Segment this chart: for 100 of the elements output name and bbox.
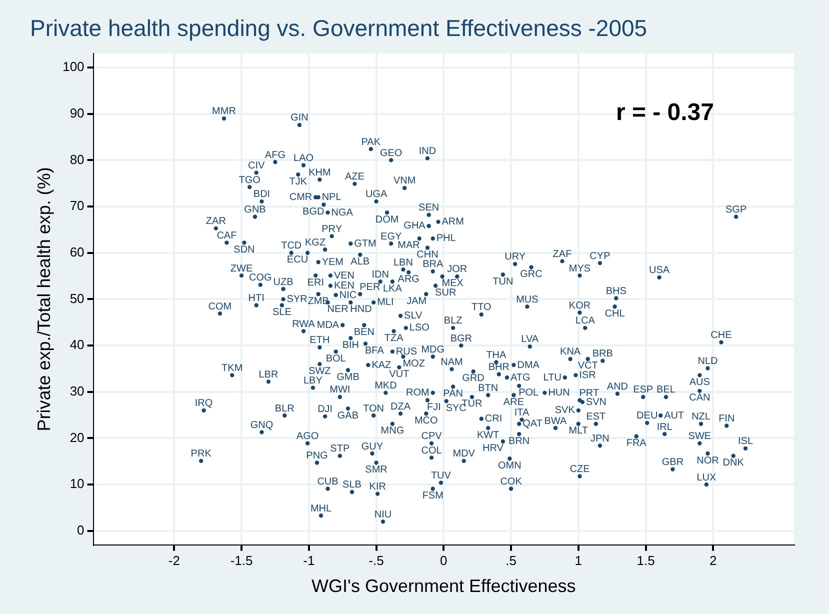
data-label: TGO <box>238 174 261 186</box>
data-label: CPV <box>421 431 442 442</box>
y-tick-label: 20 <box>70 430 84 445</box>
data-label: GEO <box>380 148 402 159</box>
data-label: NIC <box>339 290 357 301</box>
x-tick-label: -2 <box>168 553 180 568</box>
data-label: AUT <box>664 410 684 422</box>
data-label: GUY <box>361 441 384 452</box>
data-label: SVN <box>586 396 606 408</box>
data-label: NAM <box>440 356 463 368</box>
data-label: FIN <box>718 413 735 424</box>
data-label: BWA <box>544 416 568 427</box>
data-label: CMR <box>289 192 312 204</box>
data-label: MEX <box>442 278 464 290</box>
data-label: GBR <box>662 457 684 468</box>
data-label: NZL <box>692 412 711 423</box>
data-label: AUS <box>689 376 710 388</box>
x-tick-label: .5 <box>506 553 516 568</box>
data-label: TCD <box>281 240 302 252</box>
data-label: ATG <box>510 372 531 384</box>
x-tick-label: 1 <box>574 553 582 568</box>
data-label: BOL <box>326 353 346 364</box>
data-label: ZAF <box>552 248 572 260</box>
data-label: STP <box>330 444 350 455</box>
data-label: CYP <box>590 250 611 262</box>
data-label: CUB <box>317 476 339 488</box>
data-label: CHE <box>710 330 732 342</box>
data-label: SDN <box>234 244 255 256</box>
data-label: LSO <box>409 322 430 334</box>
data-label: KAZ <box>372 360 392 371</box>
data-label: SYR <box>286 294 308 305</box>
data-label: GNQ <box>250 420 274 431</box>
y-tick-label: 90 <box>70 105 84 120</box>
y-tick-label: 10 <box>70 476 84 492</box>
y-tick-label: 50 <box>70 290 84 306</box>
data-label: TON <box>363 403 384 414</box>
data-label: BFA <box>364 345 384 356</box>
data-label: KGZ <box>305 237 326 248</box>
data-label: AFG <box>264 150 286 161</box>
data-label: DMA <box>517 360 540 371</box>
data-label: MDV <box>452 448 476 460</box>
data-label: MWI <box>330 384 350 396</box>
data-label: SEN <box>418 202 440 214</box>
data-label: GHA <box>404 220 426 232</box>
data-label: MLI <box>377 297 394 308</box>
data-label: JAM <box>406 296 427 307</box>
data-label: ETH <box>310 335 330 346</box>
data-label: ARM <box>442 216 464 228</box>
data-label: JPN <box>590 433 610 444</box>
y-tick-label: 70 <box>70 198 84 214</box>
data-label: RWA <box>292 318 316 330</box>
data-label: MAR <box>398 240 420 252</box>
data-label: COK <box>500 476 522 488</box>
data-label: LBN <box>393 257 413 268</box>
data-label: VUT <box>389 369 410 380</box>
data-label: QAT <box>522 418 542 430</box>
data-label: TUV <box>430 470 452 482</box>
data-label: NER <box>327 304 348 316</box>
chart-title: Private health spending vs. Government Effectiveness -2005 <box>30 15 648 42</box>
data-label: TTO <box>471 302 492 314</box>
data-label: PRT <box>579 388 600 399</box>
data-label: CAF <box>216 230 237 242</box>
data-label: BHS <box>606 286 627 298</box>
data-label: EGY <box>380 231 402 242</box>
data-label: LVA <box>521 334 539 346</box>
data-label: KNA <box>560 346 581 358</box>
data-label: FJI <box>426 402 441 413</box>
data-label: IDN <box>372 269 389 280</box>
data-label: MHL <box>310 503 332 514</box>
data-label: UGA <box>365 189 388 200</box>
data-label: LKA <box>382 283 402 294</box>
data-label: HND <box>350 304 372 316</box>
data-label: TJK <box>289 176 308 188</box>
data-label: GMB <box>336 372 360 383</box>
data-label: OMN <box>498 460 522 472</box>
data-label: GRD <box>462 373 484 384</box>
data-label: ROM <box>406 388 430 399</box>
data-label: TKM <box>222 362 243 374</box>
data-label: ERI <box>307 277 324 288</box>
data-label: BDI <box>253 189 270 200</box>
data-label: ZWE <box>230 263 253 274</box>
data-label: URY <box>504 252 526 263</box>
data-label: TZA <box>384 332 404 344</box>
data-label: SUR <box>435 288 456 299</box>
data-label: ARG <box>398 274 420 286</box>
data-label: MOZ <box>402 358 425 370</box>
data-label: POL <box>518 388 540 399</box>
data-label: MDG <box>421 344 445 356</box>
data-label: DNK <box>722 458 744 469</box>
data-label: ZAR <box>206 216 226 228</box>
data-label: CHN <box>416 250 438 261</box>
data-label: KWT <box>477 430 500 441</box>
data-label: KHM <box>308 167 331 178</box>
data-label: GAB <box>337 410 359 422</box>
data-label: NLD <box>698 356 718 367</box>
data-label: PHL <box>436 233 456 244</box>
data-label: MMR <box>212 106 236 118</box>
data-label: VNM <box>393 176 416 187</box>
data-label: USA <box>648 265 670 276</box>
y-tick-label: 0 <box>77 522 84 538</box>
